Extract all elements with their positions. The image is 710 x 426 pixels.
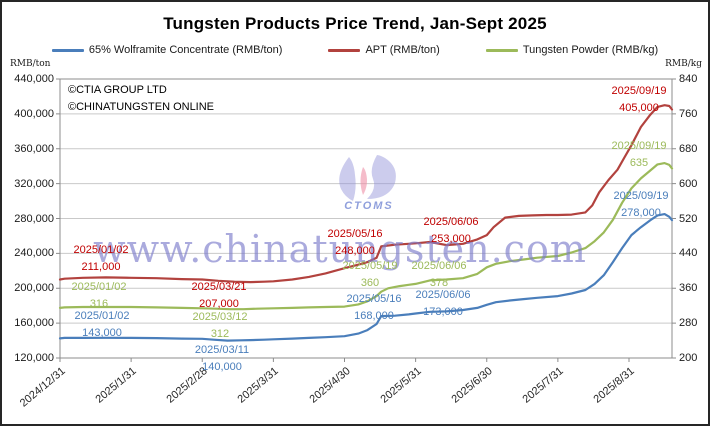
copyright-line-2: ©CHINATUNGSTEN ONLINE [68,101,215,113]
annotation-apt: 2025/03/21 207,000 [154,279,284,313]
annotation-value: 248,000 [335,245,375,257]
annotation-value: 635 [629,157,649,169]
legend-item-apt: APT (RMB/ton) [328,44,440,56]
annotation-date: 2025/05/16 [327,228,383,240]
right-axis-tick-label: 600 [679,177,698,190]
annotation-date: 2025/09/19 [611,85,667,97]
left-axis-tick-label: 440,000 [14,73,54,85]
left-axis-tick-label: 160,000 [14,317,54,330]
wolframite-line-swatch [51,48,84,52]
annotation-value: 173,000 [423,306,463,318]
legend-label: APT (RMB/ton) [365,44,440,56]
right-axis-tick-label: 280 [679,317,698,330]
annotation-date: 2025/09/19 [611,140,667,152]
legend-label: Tungsten Powder (RMB/kg) [522,44,659,56]
left-axis-tick-label: 360,000 [14,142,54,155]
annotation-wolframite: 2025/03/11 140,000 [157,342,287,376]
right-axis-tick-label: 200 [679,352,698,364]
legend-item-powder: Tungsten Powder (RMB/kg) [485,44,659,56]
annotation-value: 378 [429,277,449,289]
apt-line-swatch [328,48,361,52]
ctoms-logo-text: CTOMS [344,200,394,212]
series-line-powder [58,162,674,311]
annotation-apt: 2025/06/06 253,000 [386,214,516,248]
series-line-apt [58,104,674,284]
right-axis-tick-label: 440 [679,247,698,260]
annotation-apt: 2025/05/16 248,000 [290,226,420,260]
right-axis-tick-label: 760 [679,107,698,120]
annotation-powder: 2025/09/19 635 [574,138,704,172]
watermark-url-text: www.chinatungsten.com [93,227,587,271]
legend-item-wolframite: 65% Wolframite Concentrate (RMB/ton) [51,44,283,56]
annotation-value: 143,000 [82,327,122,339]
left-axis-tick-label: 200,000 [14,282,54,295]
annotation-value: 360 [360,277,380,289]
left-axis-tick-label: 240,000 [14,247,54,260]
annotation-powder: 2025/01/02 316 [34,279,164,313]
annotation-powder: 2025/05/19 360 [305,258,435,292]
series-line-wolframite [58,213,674,342]
annotation-date: 2025/06/06 [411,260,467,272]
legend: 65% Wolframite Concentrate (RMB/ton) APT… [2,44,708,56]
annotation-date: 2025/05/16 [346,293,402,305]
annotation-date: 2025/01/02 [74,310,130,322]
annotation-date: 2025/05/19 [342,260,398,272]
annotation-date: 2025/09/19 [613,190,669,202]
annotation-wolframite: 2025/09/19 278,000 [576,188,706,222]
annotation-wolframite: 2025/05/16 168,000 [309,291,439,325]
annotation-value: 278,000 [621,207,661,219]
powder-line-swatch [485,48,518,52]
annotation-date: 2025/06/06 [423,216,479,228]
left-axis-tick-label: 400,000 [14,107,54,120]
annotation-powder: 2025/06/06 378 [374,258,504,292]
right-axis-unit: RMB/kg [665,59,702,69]
annotation-value: 405,000 [619,102,659,114]
ctoms-logo-icon [339,155,396,201]
chart-title: Tungsten Products Price Trend, Jan-Sept … [163,14,547,33]
right-axis-tick-label: 680 [679,142,698,155]
left-axis-tick-label: 120,000 [14,352,54,364]
annotation-apt: 2025/09/19 405,000 [574,83,704,117]
annotation-apt: 2025/01/02 211,000 [36,242,166,276]
right-axis-tick-label: 360 [679,282,698,295]
annotation-value: 211,000 [81,261,121,273]
annotation-value: 253,000 [431,233,471,245]
copyright-text: ©CTIA GROUP LTD ©CHINATUNGSTEN ONLINE [68,82,214,116]
legend-label: 65% Wolframite Concentrate (RMB/ton) [88,44,283,56]
annotation-date: 2025/03/11 [194,344,250,356]
left-axis-tick-label: 320,000 [14,177,54,190]
annotation-value: 312 [210,328,230,340]
annotation-value: 168,000 [354,310,394,322]
right-axis-tick-label: 520 [679,212,698,225]
left-axis-tick-label: 280,000 [14,212,54,225]
annotation-date: 2025/03/21 [191,281,247,293]
annotation-value: 316 [89,298,109,310]
annotation-value: 207,000 [199,298,239,310]
annotation-date: 2025/06/06 [415,289,471,301]
annotation-wolframite: 2025/06/06 173,000 [378,287,508,321]
annotation-wolframite: 2025/01/02 143,000 [37,308,167,342]
annotation-date: 2025/01/02 [73,244,129,256]
copyright-line-1: ©CTIA GROUP LTD [68,84,167,96]
annotation-date: 2025/01/02 [71,281,127,293]
annotation-powder: 2025/03/12 312 [155,309,285,343]
left-axis-unit: RMB/ton [10,59,51,69]
annotation-date: 2025/03/12 [192,311,248,323]
right-axis-tick-label: 840 [679,73,698,85]
annotation-value: 140,000 [202,361,242,373]
